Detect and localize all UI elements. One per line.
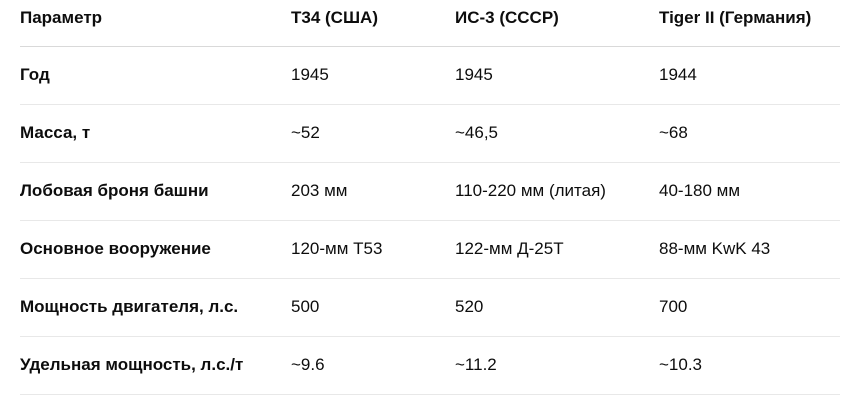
table-row: Удельная мощность, л.с./т ~9.6 ~11.2 ~10… [20,336,840,395]
header-t34: T34 (США) [291,0,455,47]
cell-is3-turret-armor: 110-220 мм (литая) [455,162,659,221]
header-parameter: Параметр [20,0,291,47]
cell-tiger2-power-to-weight: ~10.3 [659,336,840,395]
row-label-power-to-weight: Удельная мощность, л.с./т [20,336,291,395]
cell-t34-year: 1945 [291,46,455,105]
tank-comparison-table: Параметр T34 (США) ИС-3 (СССР) Tiger II … [20,0,840,395]
table-row: Основное вооружение 120-мм T53 122-мм Д-… [20,220,840,279]
row-label-mass: Масса, т [20,104,291,163]
cell-tiger2-year: 1944 [659,46,840,105]
row-label-turret-armor: Лобовая броня башни [20,162,291,221]
cell-tiger2-turret-armor: 40-180 мм [659,162,840,221]
cell-tiger2-main-armament: 88-мм KwK 43 [659,220,840,279]
table-header-row: Параметр T34 (США) ИС-3 (СССР) Tiger II … [20,0,840,47]
cell-t34-mass: ~52 [291,104,455,163]
cell-t34-power-to-weight: ~9.6 [291,336,455,395]
table-row: Мощность двигателя, л.с. 500 520 700 [20,278,840,337]
cell-is3-engine-power: 520 [455,278,659,337]
comparison-table-container: Параметр T34 (США) ИС-3 (СССР) Tiger II … [20,0,840,395]
cell-t34-main-armament: 120-мм T53 [291,220,455,279]
table-row: Год 1945 1945 1944 [20,46,840,105]
header-is3: ИС-3 (СССР) [455,0,659,47]
header-tiger2: Tiger II (Германия) [659,0,840,47]
cell-is3-year: 1945 [455,46,659,105]
row-label-year: Год [20,46,291,105]
table-row: Лобовая броня башни 203 мм 110-220 мм (л… [20,162,840,221]
cell-is3-power-to-weight: ~11.2 [455,336,659,395]
row-label-engine-power: Мощность двигателя, л.с. [20,278,291,337]
cell-t34-engine-power: 500 [291,278,455,337]
cell-is3-main-armament: 122-мм Д-25Т [455,220,659,279]
cell-tiger2-engine-power: 700 [659,278,840,337]
row-label-main-armament: Основное вооружение [20,220,291,279]
cell-t34-turret-armor: 203 мм [291,162,455,221]
cell-tiger2-mass: ~68 [659,104,840,163]
cell-is3-mass: ~46,5 [455,104,659,163]
table-row: Масса, т ~52 ~46,5 ~68 [20,104,840,163]
